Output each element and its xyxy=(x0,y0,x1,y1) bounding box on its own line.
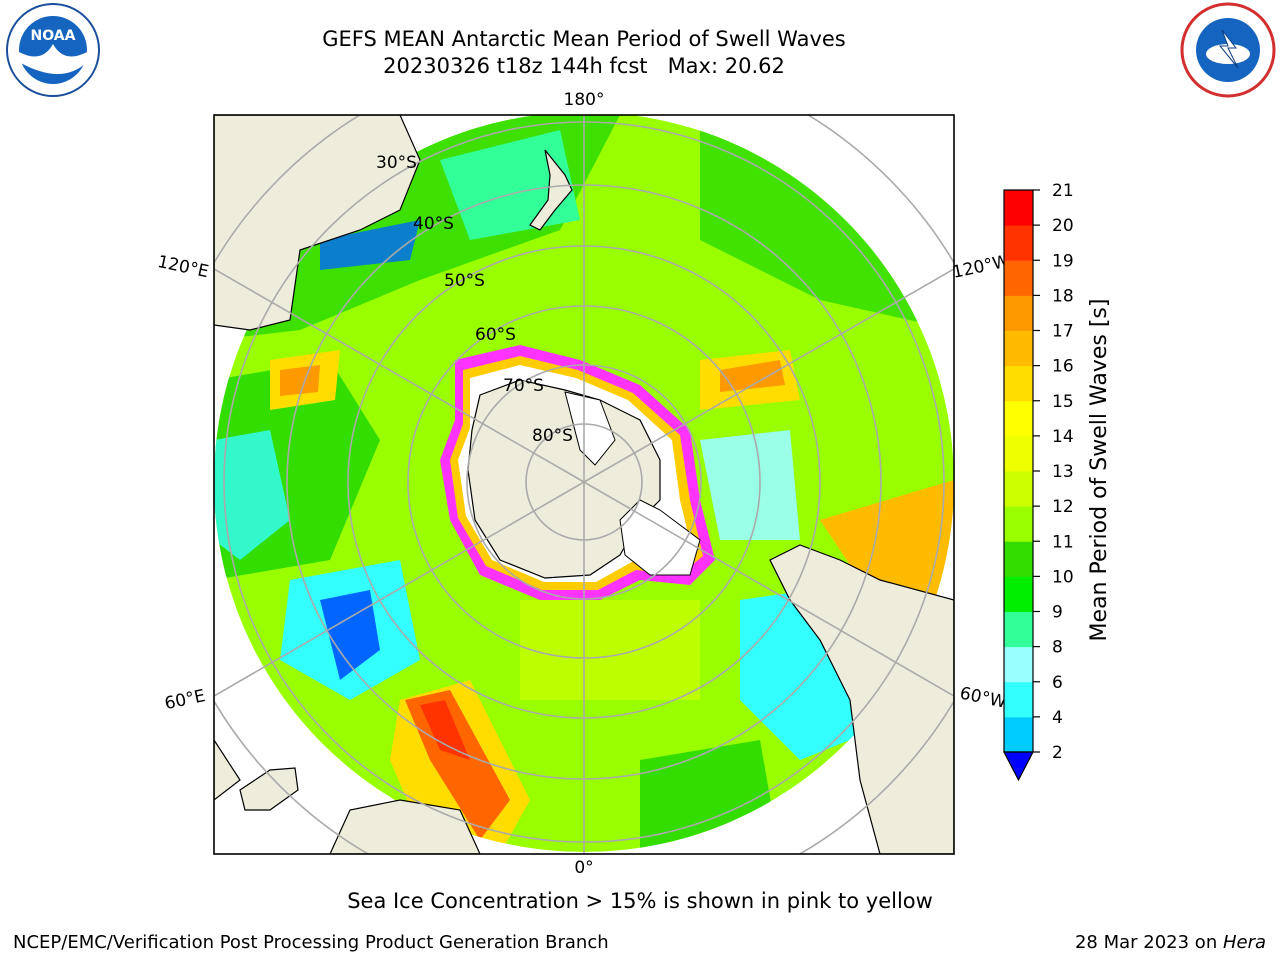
land-australia xyxy=(214,115,421,331)
colorbar-segment xyxy=(1004,471,1033,507)
colorbar-segment xyxy=(1004,330,1033,367)
colorbar-tick-label: 18 xyxy=(1052,286,1074,306)
colorbar-tick-label: 21 xyxy=(1052,181,1074,201)
colorbar-tick-label: 20 xyxy=(1052,216,1074,236)
lat-label-60s: 60°S xyxy=(475,325,516,345)
lon-label-0: 0° xyxy=(574,858,593,878)
colorbar-tick-label: 11 xyxy=(1052,532,1074,552)
colorbar-tick-label: 8 xyxy=(1052,638,1063,658)
footer-host: Hera xyxy=(1222,932,1266,953)
lon-label-60e: 60°E xyxy=(163,686,207,714)
colorbar-segment xyxy=(1004,611,1033,648)
footer-date-text: 28 Mar 2023 on xyxy=(1074,932,1223,953)
ice-shelf-ross xyxy=(564,391,616,466)
colorbar-tick-label: 9 xyxy=(1052,603,1063,623)
lon-label-180: 180° xyxy=(564,90,605,110)
meridians xyxy=(214,115,954,854)
svg-text:NOAA: NOAA xyxy=(31,28,76,44)
colorbar-tick-label: 2 xyxy=(1052,743,1063,763)
footer-credit: NCEP/EMC/Verification Post Processing Pr… xyxy=(13,932,609,953)
colorbar-tick-label: 4 xyxy=(1052,708,1063,728)
colorbar-segment xyxy=(1004,435,1033,472)
colorbar-tick-label: 19 xyxy=(1052,251,1074,271)
nws-logo xyxy=(1180,2,1276,98)
sea-ice-note: Sea Ice Concentration > 15% is shown in … xyxy=(347,889,933,913)
colorbar-tick-label: 17 xyxy=(1052,322,1074,342)
ice-shelf-weddell xyxy=(619,499,701,576)
colorbar-tick-label: 13 xyxy=(1052,462,1074,482)
lon-label-60w: 60°W xyxy=(958,683,1008,712)
colorbar-tick-label: 10 xyxy=(1052,567,1074,587)
noaa-logo: NOAA xyxy=(6,3,100,97)
lat-label-30s: 30°S xyxy=(376,153,417,173)
lat-label-70s: 70°S xyxy=(503,376,544,396)
footer-date: 28 Mar 2023 on Hera xyxy=(1075,932,1266,953)
land-south-america xyxy=(769,544,954,854)
colorbar-under-arrow xyxy=(1003,751,1034,782)
colorbar: 2 4 6 8 9 10 11 12 13 14 15 16 17 18 19 20 21 xyxy=(1003,181,1074,782)
lat-label-40s: 40°S xyxy=(413,214,454,234)
colorbar-segment xyxy=(1004,541,1033,577)
colorbar-label: Mean Period of Swell Waves [s] xyxy=(1087,299,1112,642)
land-africa-east xyxy=(214,738,241,801)
colorbar-segment xyxy=(1004,365,1033,402)
lon-label-120w: 120°W xyxy=(951,251,1012,283)
lat-label-80s: 80°S xyxy=(532,426,573,446)
colorbar-segment xyxy=(1004,716,1033,753)
colorbar-tick-label: 6 xyxy=(1052,673,1063,693)
chart-subtitle: 20230326 t18z 144h fcst Max: 20.62 xyxy=(383,54,785,78)
colorbar-segment xyxy=(1004,400,1033,437)
colorbar-tick-label: 14 xyxy=(1052,427,1074,447)
colorbar-segment xyxy=(1004,260,1033,296)
map-area xyxy=(214,115,954,854)
map-frame xyxy=(213,114,955,855)
colorbar-tick-label: 15 xyxy=(1052,392,1074,412)
colorbar-segment xyxy=(1004,295,1033,331)
land-new-zealand xyxy=(529,149,573,231)
colorbar-segment xyxy=(1004,681,1033,718)
colorbar-segment xyxy=(1004,506,1033,542)
land-madagascar xyxy=(239,767,299,811)
colorbar-segment xyxy=(1004,225,1033,261)
colorbar-segment xyxy=(1004,190,1033,226)
lat-label-50s: 50°S xyxy=(444,271,485,291)
colorbar-segment xyxy=(1004,576,1033,612)
lon-label-120e: 120°E xyxy=(156,252,211,282)
colorbar-tick-label: 12 xyxy=(1052,497,1074,517)
colorbar-segment xyxy=(1004,646,1033,683)
colorbar-tick-label: 16 xyxy=(1052,357,1074,377)
chart-title: GEFS MEAN Antarctic Mean Period of Swell… xyxy=(322,27,846,51)
